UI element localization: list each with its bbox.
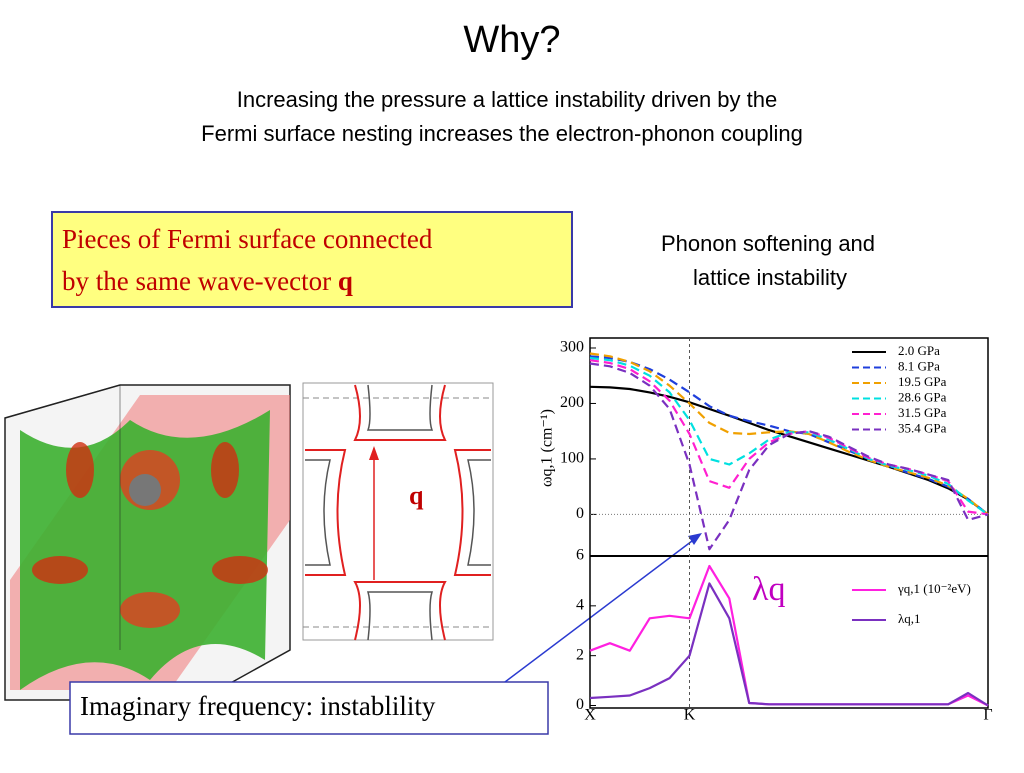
series-line [589, 352, 989, 516]
box-q: q [338, 266, 353, 296]
legend-label: 19.5 GPa [898, 374, 947, 389]
y-tick-label: 6 [576, 547, 584, 564]
cross-section-image [302, 382, 494, 641]
box-text: by the same wave-vector q [62, 266, 353, 296]
box-text: by the same wave-vector [62, 266, 338, 296]
y-axis-label: ωq,1 (cm⁻¹) [539, 409, 556, 487]
subtitle: Increasing the pressure a lattice instab… [237, 87, 778, 112]
caption: Phonon softening and [661, 231, 875, 256]
y-tick-label: 300 [560, 339, 584, 356]
imaginary-box [69, 681, 549, 735]
x-tick-label: X [584, 707, 596, 724]
legend-label: 35.4 GPa [898, 420, 947, 435]
highlight-box [51, 211, 573, 308]
series-line [589, 582, 989, 707]
pointer-arrow [504, 537, 697, 683]
y-tick-label: 200 [560, 394, 584, 411]
caption: lattice instability [693, 265, 847, 290]
y-tick-label: 0 [576, 696, 584, 713]
x-tick-label: Γ [983, 707, 992, 724]
legend-label: 28.6 GPa [898, 389, 947, 404]
y-tick-label: 100 [560, 450, 584, 467]
pointer-arrow-head [688, 533, 702, 545]
imaginary-label: Imaginary frequency: instablility [80, 691, 436, 721]
y-tick-label: 0 [576, 505, 584, 522]
legend-label: 31.5 GPa [898, 405, 947, 420]
subtitle: Fermi surface nesting increases the elec… [201, 121, 803, 146]
y-tick-label: 2 [576, 646, 584, 663]
x-tick-label: K [684, 707, 696, 724]
y-tick-label: 4 [576, 597, 584, 614]
legend-label: 2.0 GPa [898, 343, 940, 358]
annotation: λq [752, 571, 786, 608]
legend-label: λq,1 [898, 611, 921, 626]
legend-label: γq,1 (10⁻²eV) [897, 581, 971, 596]
title: Why? [463, 19, 560, 61]
series-line [589, 362, 989, 551]
q-label: q [409, 481, 424, 510]
legend-label: 8.1 GPa [898, 358, 940, 373]
fermi-surface-image [4, 384, 291, 701]
box-text: Pieces of Fermi surface connected [62, 224, 433, 254]
plot-frame [589, 337, 989, 709]
